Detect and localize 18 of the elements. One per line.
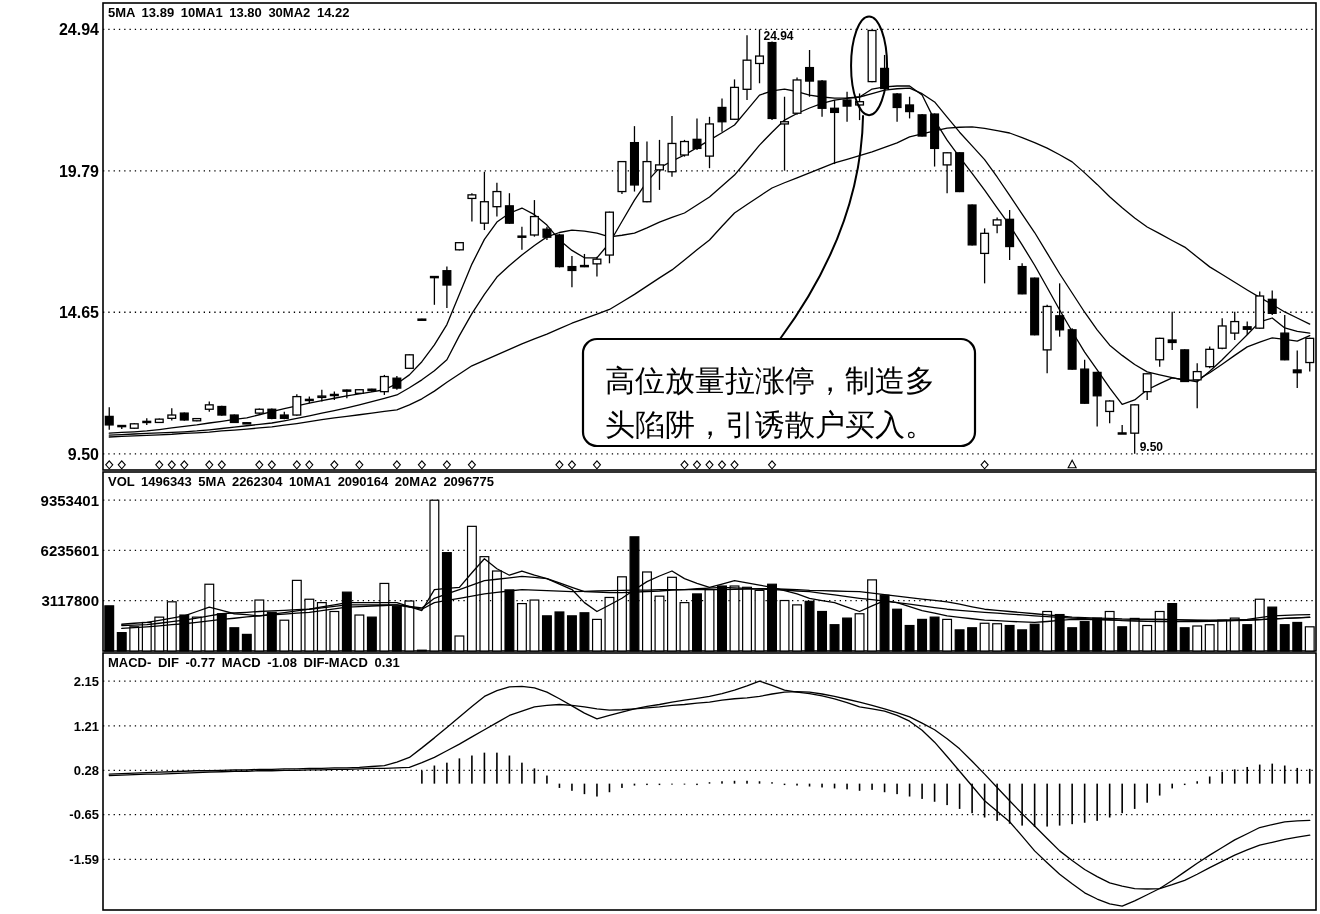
y-tick-label: 1.21	[73, 718, 99, 734]
y-tick-label: 3117800	[41, 592, 99, 610]
y-tick-label: 9.50	[67, 445, 100, 463]
annotation: 24.94	[763, 29, 794, 44]
y-tick-label: 24.94	[58, 21, 100, 39]
y-tick-label: 9353401	[40, 491, 99, 509]
y-tick-label: 0.28	[73, 762, 99, 778]
chart-title: 5MA 13.89 10MA1 13.80 30MA2 14.22	[108, 5, 350, 20]
chart-title: VOL 1496343 5MA 2262304 10MA1 2090164 20MA2 2096775	[108, 474, 494, 489]
y-tick-label: -1.59	[69, 852, 99, 868]
y-tick-label: 14.65	[58, 303, 100, 321]
annotation: 9.50	[1139, 439, 1164, 454]
y-tick-label: 2.15	[73, 673, 99, 689]
annotation: 高位放量拉涨停，制造多头陷阱，引诱散户买入。	[605, 363, 935, 442]
y-tick-label: 19.79	[58, 162, 100, 180]
y-tick-label: -0.65	[69, 807, 99, 823]
y-tick-label: 6235601	[40, 541, 99, 559]
chart-title: MACD- DIF -0.77 MACD -1.08 DIF-MACD 0.31	[108, 655, 400, 670]
